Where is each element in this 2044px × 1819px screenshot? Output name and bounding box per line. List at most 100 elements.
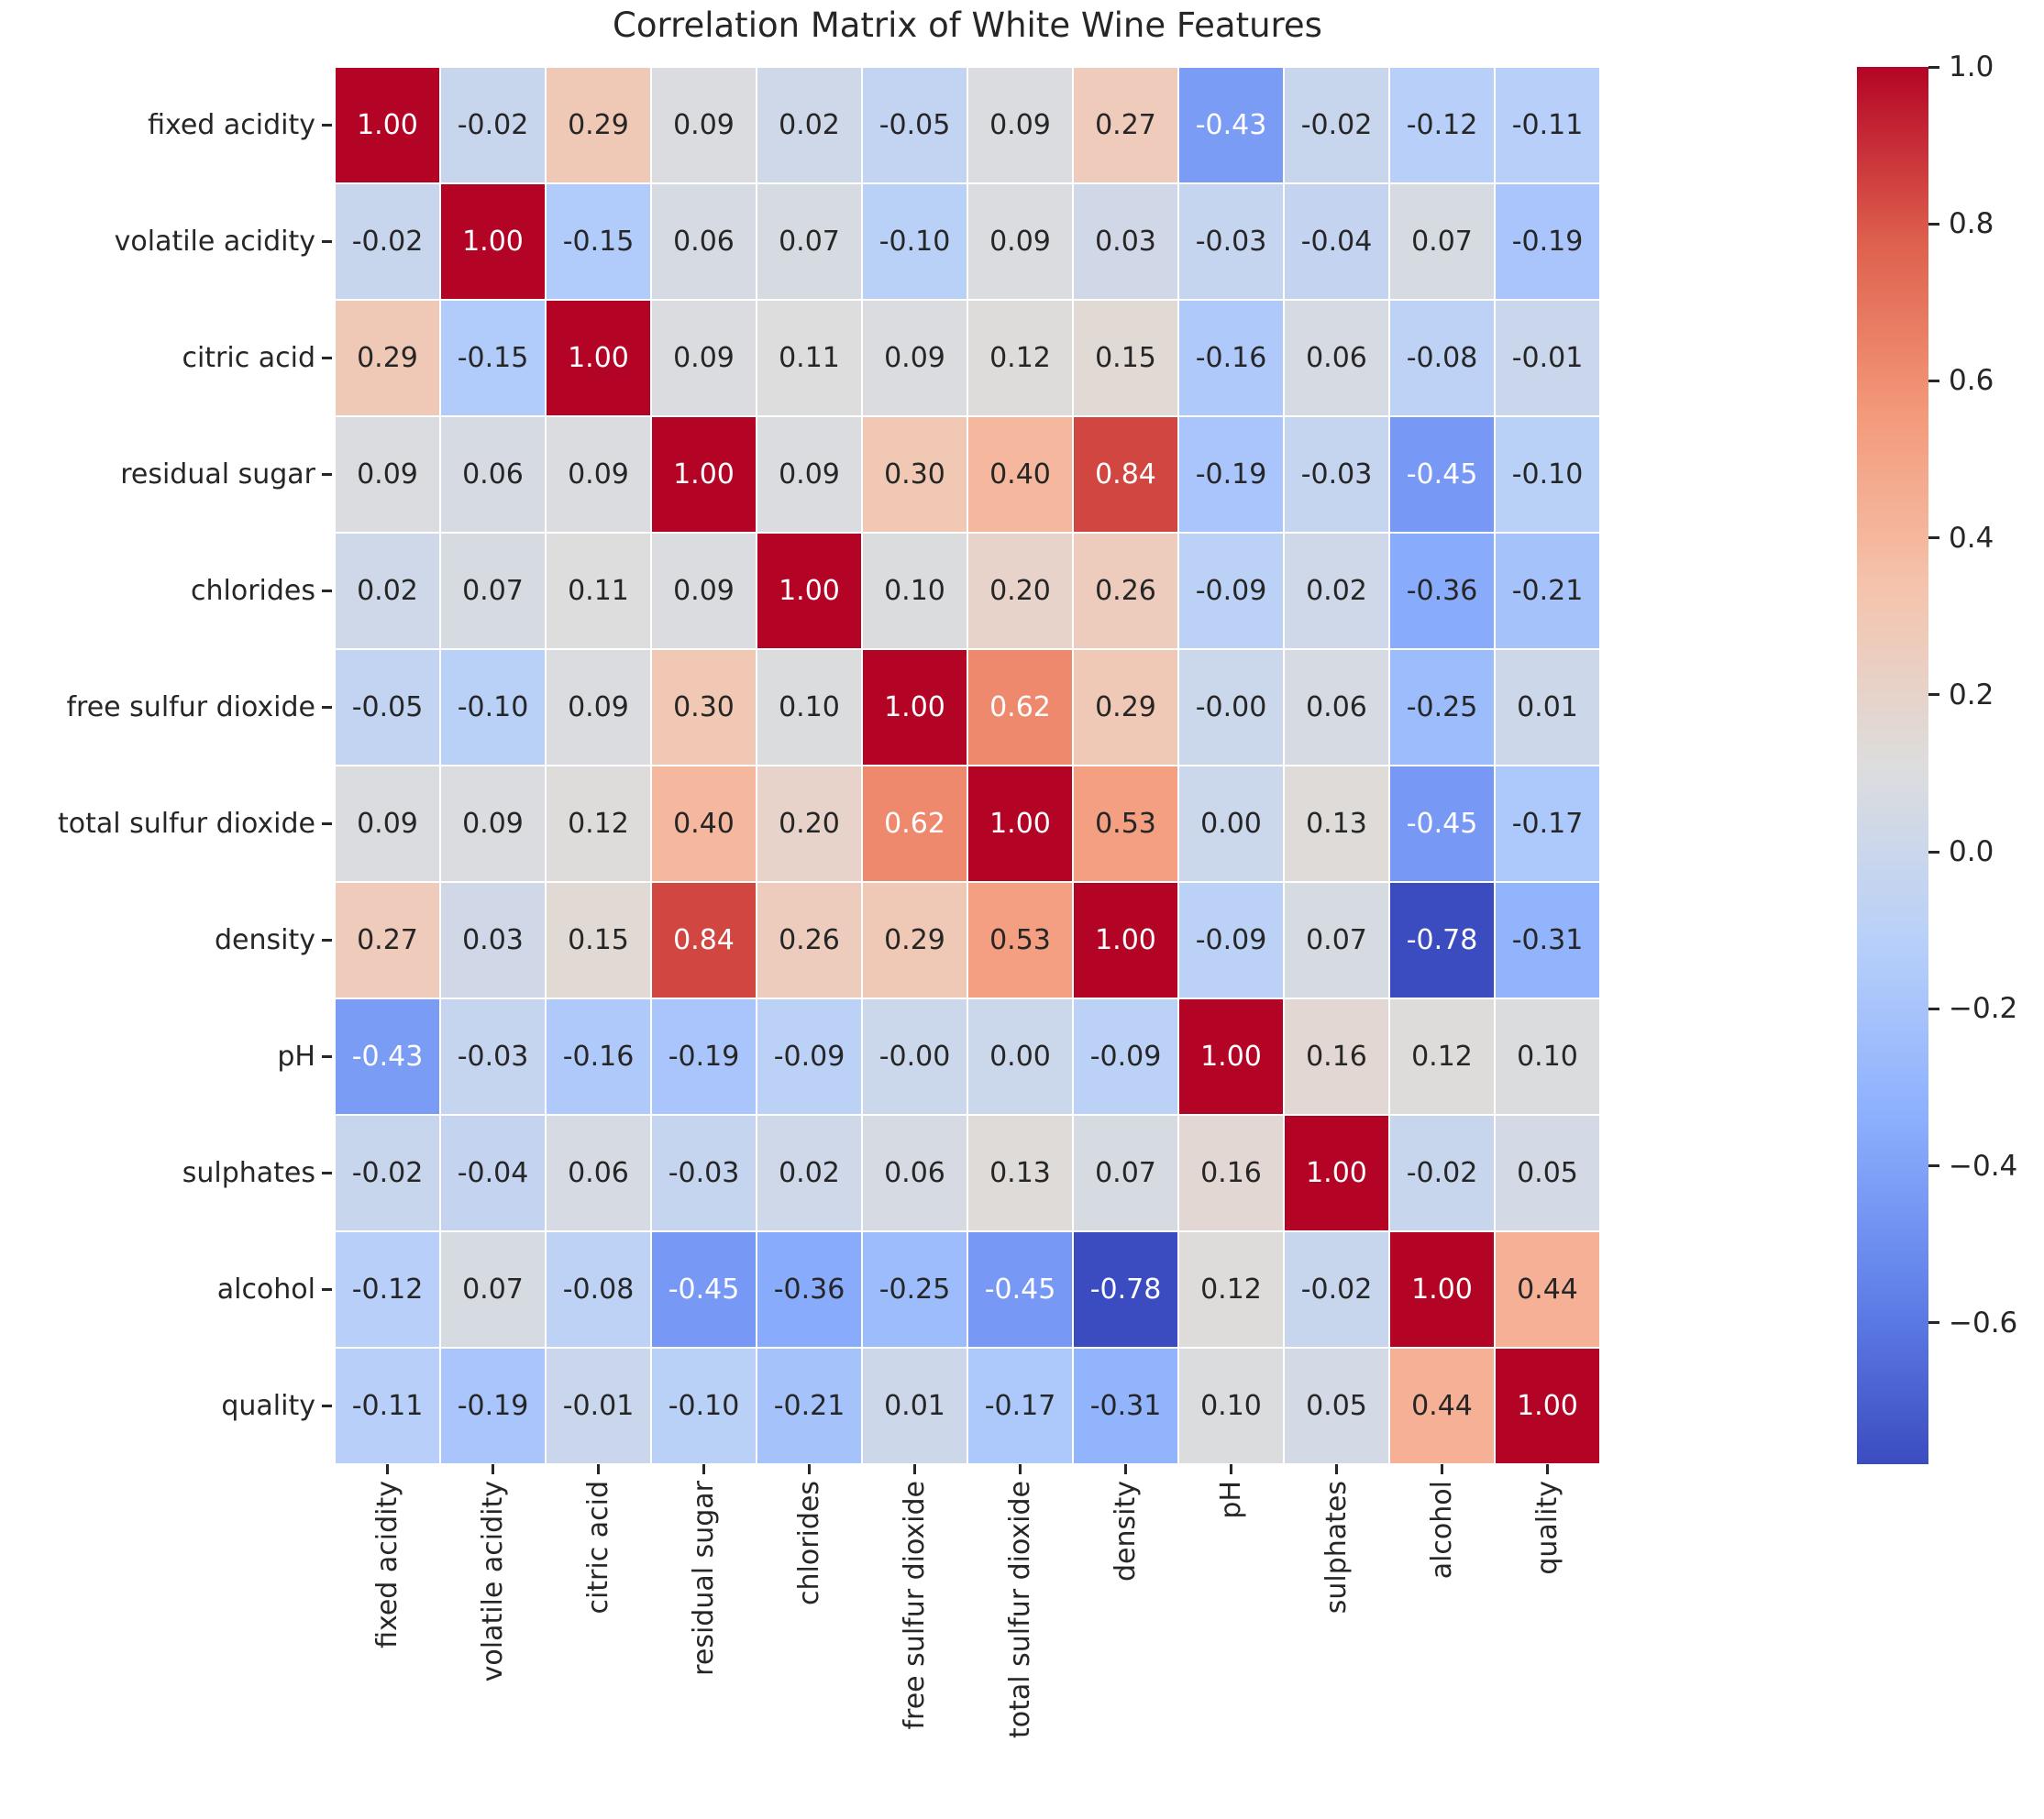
heatmap-cell: -0.03 [440, 998, 546, 1115]
heatmap-cell: 0.07 [440, 1231, 546, 1348]
heatmap-cell: 0.03 [440, 882, 546, 998]
colorbar-tick-mark [1928, 693, 1939, 697]
heatmap-cell: 0.13 [967, 1115, 1073, 1231]
colorbar-tick-mark [1928, 222, 1939, 226]
heatmap-cell: 0.26 [757, 882, 862, 998]
heatmap-cell: 0.00 [967, 998, 1073, 1115]
heatmap-cell: 0.15 [1073, 300, 1178, 416]
heatmap-cell: -0.15 [546, 183, 651, 300]
heatmap-cell: 0.09 [651, 533, 757, 649]
heatmap-cell: 0.10 [757, 649, 862, 766]
heatmap-cell: 0.44 [1389, 1348, 1495, 1464]
y-tick-mark [322, 124, 332, 127]
heatmap-cell: -0.19 [440, 1348, 546, 1464]
colorbar-tick-label: −0.4 [1949, 1149, 2018, 1183]
heatmap-cell: 0.30 [651, 649, 757, 766]
heatmap-cell: -0.43 [335, 998, 440, 1115]
heatmap-cell: 0.09 [651, 300, 757, 416]
heatmap-cell: 0.84 [1073, 416, 1178, 533]
heatmap-cell: -0.45 [651, 1231, 757, 1348]
heatmap-cell: -0.04 [1284, 183, 1389, 300]
heatmap-cell: -0.01 [1495, 300, 1600, 416]
heatmap-cell: 0.13 [1284, 766, 1389, 882]
heatmap-cell: 0.05 [1495, 1115, 1600, 1231]
colorbar-gradient [1857, 67, 1928, 1464]
heatmap-cell: -0.09 [757, 998, 862, 1115]
heatmap-cell: 0.62 [967, 649, 1073, 766]
heatmap-cell: 0.06 [1284, 649, 1389, 766]
heatmap-cell: 0.09 [335, 766, 440, 882]
heatmap-cell: 0.09 [757, 416, 862, 533]
colorbar-tick-label: 1.0 [1949, 50, 1994, 83]
x-tick-mark [1019, 1464, 1022, 1474]
colorbar-tick-mark [1928, 379, 1939, 382]
heatmap-cell: -0.10 [862, 183, 967, 300]
heatmap-cell: -0.21 [1495, 533, 1600, 649]
x-tick-mark [597, 1464, 600, 1474]
y-tick-label: pH [277, 1041, 315, 1073]
x-tick-mark [1546, 1464, 1549, 1474]
heatmap-cell: 0.01 [862, 1348, 967, 1464]
heatmap-cell: 0.02 [757, 1115, 862, 1231]
y-tick-label: chlorides [191, 575, 315, 607]
heatmap-cell: 0.02 [757, 67, 862, 183]
heatmap-cell: -0.09 [1073, 998, 1178, 1115]
y-tick-mark [322, 357, 332, 359]
heatmap-cell: -0.31 [1495, 882, 1600, 998]
heatmap-cell: 0.20 [967, 533, 1073, 649]
heatmap-cell: -0.17 [967, 1348, 1073, 1464]
heatmap-cell: 0.11 [546, 533, 651, 649]
heatmap-cell: 0.09 [440, 766, 546, 882]
heatmap-cell: 1.00 [546, 300, 651, 416]
heatmap-cell: 0.06 [1284, 300, 1389, 416]
colorbar-tick-mark [1928, 1007, 1939, 1010]
y-tick-label: sulphates [182, 1157, 315, 1189]
heatmap-cell: 1.00 [1178, 998, 1284, 1115]
colorbar-tick-mark [1928, 536, 1939, 540]
heatmap-cell: 1.00 [1389, 1231, 1495, 1348]
heatmap-cell: 0.02 [335, 533, 440, 649]
heatmap-cell: 0.16 [1284, 998, 1389, 1115]
heatmap-cell: -0.04 [440, 1115, 546, 1231]
heatmap-cell: -0.31 [1073, 1348, 1178, 1464]
heatmap-cell: 0.62 [862, 766, 967, 882]
x-tick-label: chlorides [793, 1481, 825, 1605]
heatmap-cell: -0.08 [546, 1231, 651, 1348]
x-tick-label: free sulfur dioxide [899, 1481, 931, 1730]
heatmap-cell: -0.78 [1073, 1231, 1178, 1348]
heatmap-cell: 0.20 [757, 766, 862, 882]
heatmap-cell: 0.06 [546, 1115, 651, 1231]
colorbar-tick-label: −0.2 [1949, 992, 2018, 1026]
x-tick-mark [386, 1464, 389, 1474]
colorbar-tick-label: 0.4 [1949, 521, 1994, 555]
heatmap-cell: -0.10 [440, 649, 546, 766]
heatmap-cell: 1.00 [1284, 1115, 1389, 1231]
x-tick-label: citric acid [582, 1481, 614, 1615]
heatmap-cell: 0.29 [335, 300, 440, 416]
x-tick-label: residual sugar [688, 1481, 720, 1676]
heatmap-cell: 1.00 [967, 766, 1073, 882]
heatmap-cell: -0.11 [335, 1348, 440, 1464]
heatmap-cell: -0.12 [335, 1231, 440, 1348]
heatmap-cell: 0.09 [335, 416, 440, 533]
colorbar-tick-label: −0.6 [1949, 1306, 2018, 1339]
colorbar-tick-label: 0.6 [1949, 364, 1994, 398]
colorbar-tick-mark [1928, 65, 1939, 69]
y-tick-label: citric acid [182, 342, 315, 374]
heatmap-cell: 0.26 [1073, 533, 1178, 649]
heatmap-cell: -0.10 [1495, 416, 1600, 533]
y-tick-mark [322, 473, 332, 476]
heatmap-cell: -0.02 [1389, 1115, 1495, 1231]
heatmap-cell: 0.27 [335, 882, 440, 998]
heatmap-grid: 1.00 -0.02 0.29 0.09 0.02 -0.05 0.09 0.27 -0.43-… [335, 67, 1600, 1464]
heatmap-cell: -0.09 [1178, 533, 1284, 649]
heatmap-cell: 0.12 [967, 300, 1073, 416]
heatmap-cell: -0.45 [1389, 416, 1495, 533]
y-tick-mark [322, 1055, 332, 1058]
colorbar-tick-label: 0.0 [1949, 835, 1994, 869]
heatmap-cell: -0.05 [335, 649, 440, 766]
heatmap-cell: 0.12 [1389, 998, 1495, 1115]
heatmap-cell: -0.10 [651, 1348, 757, 1464]
y-tick-label: quality [221, 1390, 315, 1422]
heatmap-cell: -0.09 [1178, 882, 1284, 998]
